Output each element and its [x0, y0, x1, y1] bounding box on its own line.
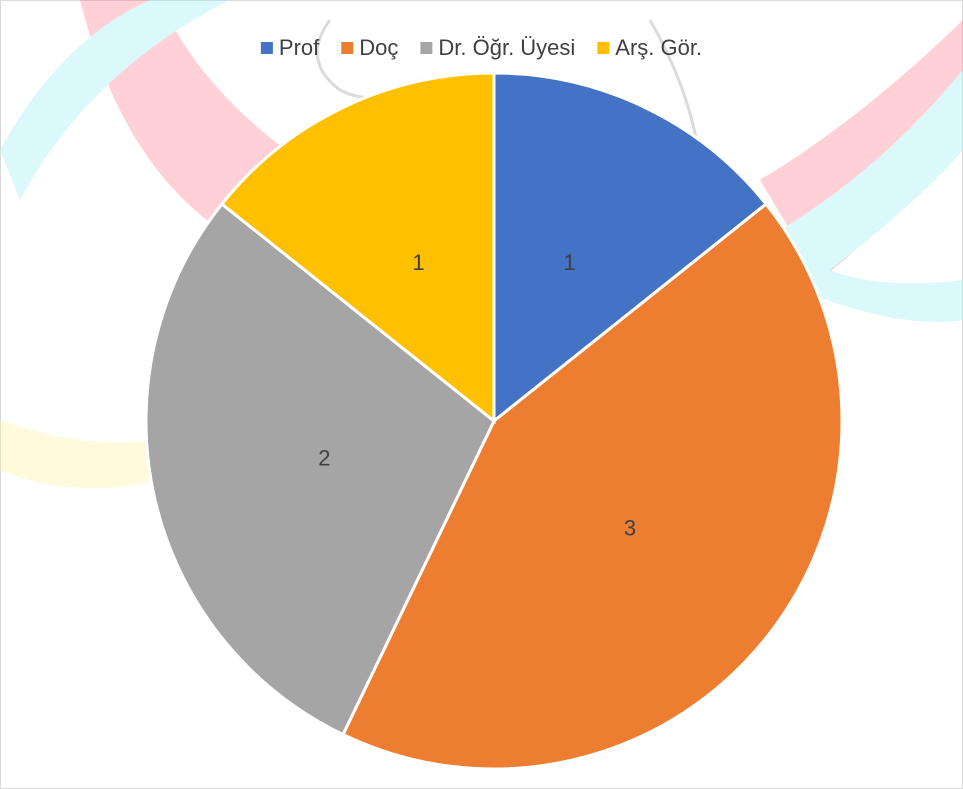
data-label: 1 [412, 250, 424, 275]
data-label: 3 [624, 515, 636, 540]
legend-swatch [420, 42, 432, 54]
legend-label: Arş. Gör. [615, 35, 702, 60]
legend-swatch [597, 42, 609, 54]
legend-swatch [341, 42, 353, 54]
pie: 1 3 2 1 [146, 73, 842, 769]
legend-label: Prof [279, 35, 320, 60]
legend-label: Dr. Öğr. Üyesi [438, 35, 575, 60]
data-label: 2 [318, 446, 330, 471]
data-label: 1 [563, 250, 575, 275]
legend-swatch [261, 42, 273, 54]
chart: Prof Doç Dr. Öğr. Üyesi Arş. Gör. 1 3 2 1 [0, 0, 963, 789]
legend-label: Doç [359, 35, 398, 60]
legend-item: Dr. Öğr. Üyesi [420, 35, 575, 60]
